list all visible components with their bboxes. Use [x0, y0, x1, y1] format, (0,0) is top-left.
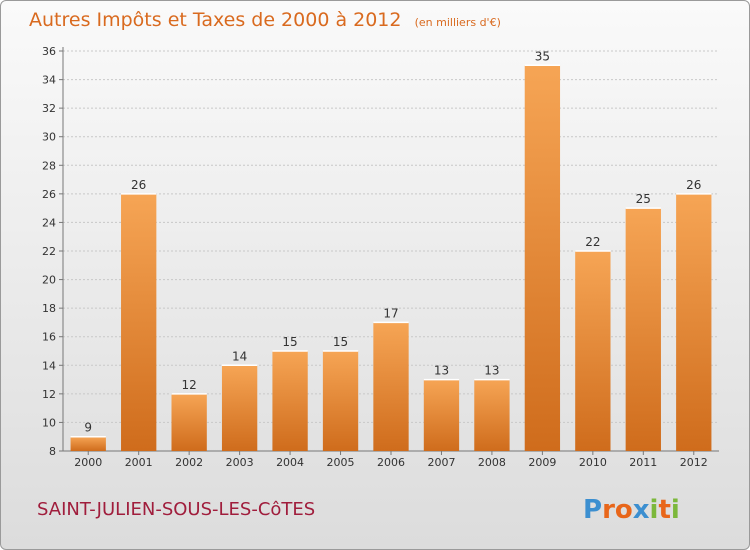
y-tick-label: 8	[49, 445, 56, 458]
chart-title: Autres Impôts et Taxes de 2000 à 2012 (e…	[29, 9, 501, 31]
y-tick-label: 18	[42, 302, 56, 315]
bar	[171, 393, 207, 451]
y-tick-label: 20	[42, 274, 56, 287]
value-label: 15	[333, 335, 348, 349]
y-tick-label: 34	[42, 74, 56, 87]
value-label: 25	[636, 192, 651, 206]
x-tick-label: 2006	[377, 456, 405, 469]
x-tick-label: 2005	[327, 456, 355, 469]
logo-letter: i	[671, 495, 680, 525]
bar	[373, 322, 409, 451]
x-tick-label: 2010	[579, 456, 607, 469]
proxiti-logo: Proxiti	[583, 495, 680, 525]
chart-subtitle: (en milliers d'€)	[415, 16, 501, 29]
y-tick-label: 28	[42, 159, 56, 172]
y-tick-labels: 8 10 12 14 16 18 20 22 24 26 28 30 32 34 36	[42, 45, 56, 458]
bar	[423, 379, 460, 451]
x-tick-label: 2000	[74, 456, 102, 469]
y-tick-label: 30	[42, 131, 56, 144]
logo-letter: r	[602, 495, 615, 525]
logo-letter: i	[650, 495, 659, 525]
bar	[575, 251, 611, 451]
logo-letter: x	[633, 495, 650, 525]
commune-name: SAINT-JULIEN-SOUS-LES-CôTES	[37, 499, 315, 520]
y-tick-label: 24	[42, 216, 56, 229]
logo-letter: P	[583, 495, 602, 525]
y-tick-label: 22	[42, 245, 56, 258]
bar	[70, 436, 106, 451]
x-tick-label: 2008	[478, 456, 506, 469]
y-tick-label: 16	[42, 331, 56, 344]
x-tick-label: 2001	[125, 456, 153, 469]
bar	[221, 365, 258, 451]
bar	[676, 193, 712, 451]
chart-title-main: Autres Impôts et Taxes de 2000 à 2012	[29, 9, 402, 31]
logo-letter: o	[615, 495, 633, 525]
value-label: 26	[131, 178, 146, 192]
y-tick-label: 32	[42, 102, 56, 115]
bar	[322, 351, 359, 451]
value-label: 15	[282, 335, 297, 349]
value-label: 14	[232, 349, 247, 363]
value-labels: 9 26 12 14 15 15 17 13 13 35 22 25 26	[84, 49, 701, 434]
value-label: 9	[84, 421, 92, 435]
x-tick-label: 2009	[528, 456, 556, 469]
bar	[474, 379, 510, 451]
value-label: 35	[535, 49, 550, 63]
x-tick-label: 2012	[680, 456, 708, 469]
x-tick-label: 2007	[427, 456, 455, 469]
bar	[524, 65, 561, 452]
value-label: 26	[686, 178, 701, 192]
x-tick-label: 2003	[226, 456, 254, 469]
value-label: 17	[383, 306, 398, 320]
value-label: 12	[182, 378, 197, 392]
value-label: 22	[585, 235, 600, 249]
x-tick-label: 2011	[629, 456, 657, 469]
y-tick-label: 12	[42, 388, 56, 401]
x-tick-label: 2002	[175, 456, 203, 469]
x-tick-label: 2004	[276, 456, 304, 469]
value-label: 13	[434, 364, 449, 378]
y-tick-label: 36	[42, 45, 56, 58]
value-label: 13	[484, 364, 499, 378]
bars	[70, 64, 712, 452]
y-tick-label: 14	[42, 359, 56, 372]
x-tick-labels: 2000 2001 2002 2003 2004 2005 2006 2007 2008 2009…	[74, 456, 708, 469]
logo-letter: t	[658, 495, 670, 525]
bar	[121, 193, 157, 451]
y-tick-label: 10	[42, 416, 56, 429]
bar	[625, 208, 661, 451]
y-tick-label: 26	[42, 188, 56, 201]
bar	[272, 351, 308, 451]
